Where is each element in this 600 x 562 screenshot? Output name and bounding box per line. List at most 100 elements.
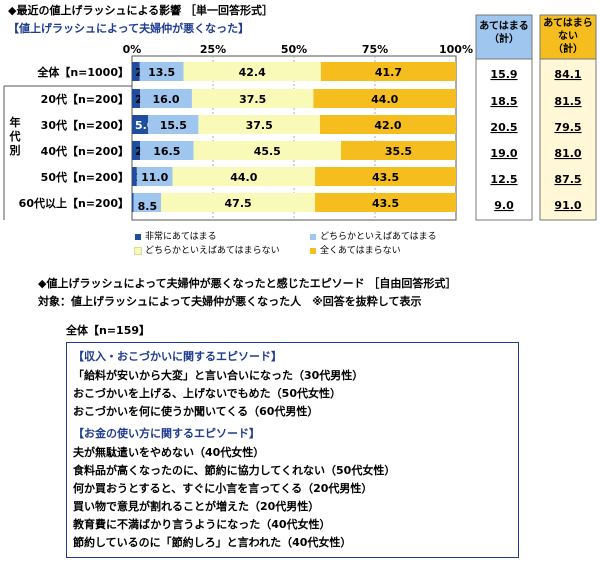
episode-item: 食料品が高くなったのに、節約に協力してくれない（50代女性） [73,464,396,477]
bar-segment [315,167,456,186]
data-label: 16.0 [152,93,179,106]
bar-segment [140,89,192,108]
legend-label: 非常にあてはまる [145,232,217,242]
chart-question: 【値上げラッシュによって夫婦仲が悪くなった】 [8,22,250,35]
summary-value: 20.5 [490,121,517,134]
summary-value: 87.5 [554,173,581,186]
category-label: 20代【n=200】 [41,92,129,106]
data-label: 42.4 [239,66,266,79]
legend-item-3: どちらかといえばあてはまらない [134,243,280,256]
data-label: 8.5 [138,200,158,213]
legend-item-2: どちらかといえばあてはまる [310,229,437,242]
data-label: 13.5 [148,66,175,79]
bar-segment [148,115,199,134]
data-label: 15.5 [160,119,187,132]
legend-swatch [135,233,141,240]
category-label: 60代以上【n=200】 [19,196,129,210]
bar-segment [132,62,140,81]
summary-value: 18.5 [490,95,517,108]
bar-segment [132,89,141,108]
data-label: 45.5 [254,145,281,158]
summary-value: 91.0 [554,199,581,212]
data-label: 42.0 [374,119,401,132]
data-label: 35.5 [385,145,412,158]
category-label: 40代【n=200】 [41,144,129,158]
bar-segment [136,167,173,186]
data-label: 43.5 [372,197,399,210]
episode-total: 全体【n=159】 [66,324,151,337]
data-label: 44.0 [230,171,257,184]
episode-item: 何か買おうとすると、すぐに小言を言ってくる（20代男性） [73,482,373,495]
group-label-char: 代 [9,129,21,143]
legend-label: どちらかといえばあてはまる [320,232,437,242]
legend-swatch [310,247,316,254]
x-tick-label: 25% [200,43,226,56]
legend-swatch [134,246,142,255]
data-label: 16.5 [153,145,180,158]
summary-column-header-bg [539,14,597,60]
group-label-char: 別 [9,143,21,157]
bar-segment [193,141,341,160]
episode-section-subtitle: 対象：値上げラッシュによって夫婦仲が悪くなった人 ※回答を抜粋して表示 [38,295,422,308]
bar-segment [319,115,456,134]
summary-value: 15.9 [490,68,517,81]
summary-value: 84.1 [554,68,581,81]
episode-category-spending: 【お金の使い方に関するエピソード】 [73,427,260,440]
bar-segment [133,193,162,212]
bar-segment [315,193,456,212]
episode-item: おこづかいを上げる、上げないでもめた（50代女性） [73,387,341,400]
bar-segment [132,193,134,212]
bar-segment [172,167,316,186]
summary-header-disagree: あてはまら ない （計） [543,18,593,55]
legend-item-1: 非常にあてはまる [135,229,217,242]
category-label: 全体【n=1000】 [36,65,129,79]
episode-category-income: 【収入・おこづかいに関するエピソード】 [73,350,282,363]
summary-value: 81.0 [554,147,581,160]
stacked-bar-chart: 0%25%50%75%100%年代別全体【n=1000】2.413.542.44… [3,14,597,221]
legend-swatch [310,233,316,240]
x-tick-label: 100% [439,43,473,56]
bar-segment [313,89,456,108]
legend-label: どちらかといえばあてはまらない [145,246,280,256]
x-tick-label: 75% [362,43,388,56]
group-label-char: 年 [10,115,21,129]
category-label: 30代【n=200】 [41,118,129,132]
data-label: 44.0 [371,93,398,106]
bar-segment [320,62,456,81]
legend-label: 全くあてはまらない [320,246,401,256]
chart-title: ◆最近の値上げラッシュによる影響 ［単一回答形式］ [8,4,273,17]
summary-value: 79.5 [554,121,581,134]
episode-section-title: ◆値上げラッシュによって夫婦仲が悪くなったと感じたエピソード ［自由回答形式］ [38,277,457,290]
bar-segment [198,115,320,134]
data-label: 41.7 [375,66,402,79]
summary-value: 9.0 [494,199,514,212]
bar-segment [132,141,141,160]
episode-item: 夫が無駄遣いをやめない（40代女性） [73,446,265,459]
bar-segment [139,62,184,81]
x-tick-label: 50% [281,43,307,56]
summary-value: 19.0 [490,147,517,160]
data-label: 47.5 [225,197,252,210]
summary-column-header-bg [475,14,533,60]
bar-segment [161,193,316,212]
episode-item: おこづかいを何に使うか聞いてくる（60代男性） [73,405,319,418]
bar-segment [183,62,321,81]
data-label: 11.0 [141,171,168,184]
bar-segment [132,167,137,186]
episode-item: 「給料が安いから大変」と言い合いになった（30代男性） [73,369,364,382]
episode-item: 節約しているのに「節約しろ」と言われた（40代女性） [73,536,352,549]
category-label: 50代【n=200】 [41,170,129,184]
summary-header-agree: あてはまる （計） [479,21,529,45]
legend-item-4: 全くあてはまらない [310,243,401,256]
bar-segment [340,141,456,160]
episode-item: 教育費に不満ばかり言うようになった（40代女性） [73,518,331,531]
episode-item: 買い物で意見が割れることが増えた（20代男性） [73,500,320,513]
data-label: 43.5 [372,171,399,184]
bar-segment [132,115,149,134]
episode-box: 【収入・おこづかいに関するエピソード】 「給料が安いから大変」と言い合いになった… [66,342,519,558]
summary-value: 12.5 [490,173,517,186]
x-tick-label: 0% [123,43,142,56]
data-label: 37.5 [239,93,266,106]
bar-segment [191,89,314,108]
summary-value: 81.5 [554,95,581,108]
